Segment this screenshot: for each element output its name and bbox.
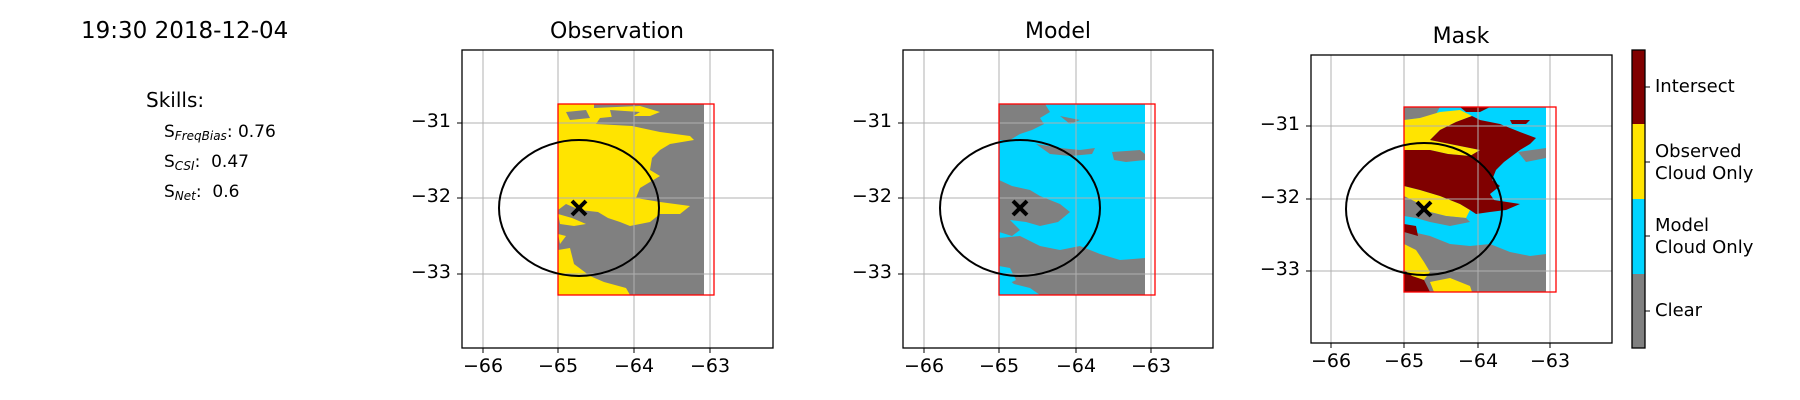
skill-separator: : bbox=[195, 182, 202, 202]
model-xtick-label: −64 bbox=[1055, 355, 1097, 377]
observation-axes bbox=[457, 49, 774, 353]
model-xtick-label: −63 bbox=[1130, 355, 1172, 377]
obs-ytick-label: −31 bbox=[410, 110, 451, 132]
panel-title-mask: Mask bbox=[1432, 24, 1490, 49]
skill-symbol: S bbox=[164, 152, 175, 172]
mask-xtick-label: −64 bbox=[1457, 350, 1499, 372]
colorbar-label-observed-only: Observed Cloud Only bbox=[1655, 141, 1753, 185]
model-ytick-label: −32 bbox=[851, 185, 892, 207]
mask-ytick-label: −33 bbox=[1259, 258, 1300, 280]
observation-marker-x-icon bbox=[570, 199, 588, 217]
skill-csi: SCSI: 0.47 bbox=[164, 152, 249, 173]
colorbar-label-line: Cloud Only bbox=[1655, 163, 1754, 184]
panel-title-observation: Observation bbox=[550, 19, 684, 44]
mask-marker-x-icon bbox=[1415, 200, 1433, 218]
observation-domain-box bbox=[557, 103, 715, 296]
panel-title-model: Model bbox=[1024, 19, 1092, 44]
mask-axes bbox=[1306, 54, 1613, 348]
skill-value: 0.6 bbox=[212, 182, 240, 202]
obs-xtick-label: −65 bbox=[537, 355, 579, 377]
mask-ellipse bbox=[1345, 142, 1503, 276]
skill-freqbias: SFreqBias: 0.76 bbox=[164, 122, 276, 143]
obs-xtick-label: −63 bbox=[689, 355, 731, 377]
observation-grid bbox=[462, 50, 773, 348]
skill-symbol: S bbox=[164, 122, 175, 142]
model-axes bbox=[898, 49, 1214, 353]
mask-ytick-label: −32 bbox=[1259, 186, 1300, 208]
skill-value: 0.47 bbox=[211, 152, 249, 172]
mask-grid bbox=[1311, 55, 1612, 343]
skill-subscript: Net bbox=[174, 189, 196, 203]
obs-xtick-label: −66 bbox=[462, 355, 504, 377]
timestamp-title: 19:30 2018-12-04 bbox=[81, 18, 289, 44]
observation-data bbox=[558, 104, 704, 295]
model-ytick-label: −33 bbox=[851, 261, 892, 283]
skills-heading: Skills: bbox=[146, 88, 205, 112]
mask-xtick-label: −63 bbox=[1529, 350, 1571, 372]
colorbar-label-line: Cloud Only bbox=[1655, 237, 1754, 258]
mask-xtick-label: −66 bbox=[1310, 350, 1352, 372]
obs-ytick-label: −33 bbox=[410, 261, 451, 283]
model-ellipse bbox=[939, 139, 1101, 277]
model-marker-x-icon bbox=[1011, 199, 1029, 217]
skill-subscript: CSI bbox=[174, 159, 195, 173]
skill-value: 0.76 bbox=[237, 122, 276, 142]
colorbar-label-line: Clear bbox=[1655, 300, 1703, 321]
skill-net: SNet: 0.6 bbox=[164, 182, 239, 203]
skill-separator: : bbox=[194, 152, 201, 172]
colorbar-label-line: Intersect bbox=[1655, 76, 1735, 97]
model-data bbox=[999, 104, 1145, 295]
model-xtick-label: −65 bbox=[978, 355, 1020, 377]
obs-xtick-label: −64 bbox=[613, 355, 655, 377]
colorbar-label-clear: Clear bbox=[1655, 300, 1702, 322]
mask-xtick-label: −65 bbox=[1383, 350, 1425, 372]
skill-symbol: S bbox=[164, 182, 175, 202]
colorbar-label-line: Model bbox=[1655, 215, 1710, 236]
model-ytick-label: −31 bbox=[851, 110, 892, 132]
colorbar-label-model-only: Model Cloud Only bbox=[1655, 215, 1753, 259]
colorbar-label-line: Observed bbox=[1655, 141, 1742, 162]
skill-subscript: FreqBias bbox=[174, 129, 227, 143]
skill-separator: : bbox=[226, 122, 233, 142]
colorbar bbox=[1631, 49, 1650, 349]
colorbar-label-intersect: Intersect bbox=[1655, 76, 1735, 98]
model-domain-box bbox=[998, 103, 1156, 296]
observation-ellipse bbox=[498, 139, 660, 277]
obs-ytick-label: −32 bbox=[410, 185, 451, 207]
mask-ytick-label: −31 bbox=[1259, 113, 1300, 135]
model-xtick-label: −66 bbox=[903, 355, 945, 377]
mask-domain-box bbox=[1403, 106, 1557, 293]
